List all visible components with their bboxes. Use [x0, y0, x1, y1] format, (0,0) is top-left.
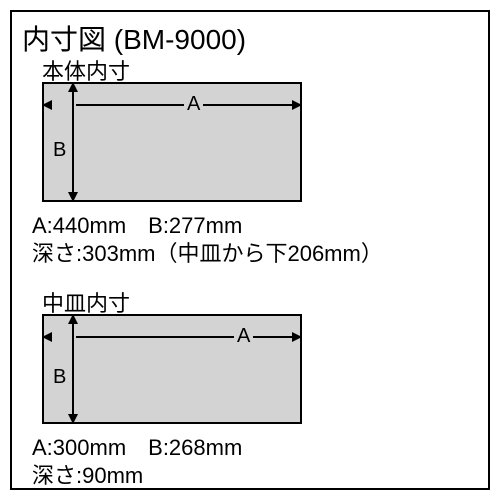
body-dim-a-letter: A — [184, 93, 203, 116]
arrow-down-icon — [68, 414, 78, 424]
arrow-left-icon — [42, 332, 52, 342]
tray-spec-depth: 深さ:90mm — [32, 458, 143, 490]
arrow-up-icon — [68, 82, 78, 92]
tray-diagram: A B — [42, 314, 302, 424]
arrow-down-icon — [68, 192, 78, 202]
arrow-left-icon — [42, 100, 52, 110]
arrow-up-icon — [68, 314, 78, 324]
outer-frame: 内寸図 (BM-9000) 本体内寸 A B A:440mm B:277mm 深… — [10, 10, 490, 490]
body-dim-b-letter: B — [50, 139, 69, 162]
arrow-right-icon — [292, 332, 302, 342]
arrow-right-icon — [292, 100, 302, 110]
tray-dim-b-letter: B — [50, 366, 69, 389]
tray-dim-b-line — [72, 324, 74, 418]
page-title: 内寸図 (BM-9000) — [22, 18, 246, 58]
body-diagram: A B — [42, 82, 302, 202]
body-dim-b-line — [72, 92, 74, 196]
body-spec-depth: 深さ:303mm（中皿から下206mm） — [32, 236, 383, 268]
tray-dim-a-line — [76, 336, 292, 338]
tray-dim-a-letter: A — [234, 325, 253, 348]
